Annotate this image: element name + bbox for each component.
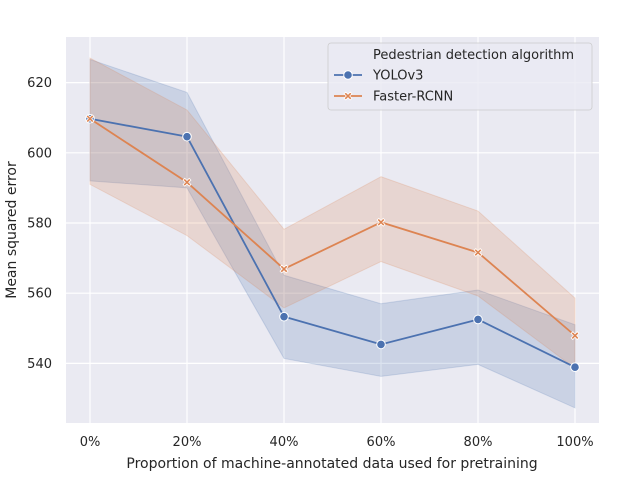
data-point-faster-rcnn [85,114,95,124]
ci-band-yolov3 [89,58,576,409]
x-tick-label: 0% [80,435,101,450]
data-point-yolov3 [279,311,289,322]
data-point-yolov3 [473,314,483,325]
series-line-yolov3 [89,117,576,369]
x-axis-label: Proportion of machine-annotated data use… [126,456,537,472]
y-tick-label: 560 [27,287,52,302]
series-markers [85,113,580,373]
y-tick-label: 540 [27,357,52,372]
x-tick-labels: 0% 20% 40% 60% 80% 100% [80,435,594,450]
data-point-faster-rcnn [473,247,483,257]
legend-swatch-marker [343,91,353,101]
data-point-faster-rcnn [182,177,192,187]
legend-title: Pedestrian detection algorithm [373,48,574,63]
data-point-faster-rcnn [376,217,386,227]
series-line-faster-rcnn [89,117,576,337]
y-tick-label: 580 [27,216,52,231]
y-axis-label: Mean squared error [4,161,20,299]
data-point-yolov3 [570,362,580,373]
x-tick-label: 100% [556,435,593,450]
legend-box [327,42,593,111]
legend-label: YOLOv3 [372,69,423,84]
y-tick-labels: 540 560 580 600 620 [27,76,52,372]
data-point-yolov3 [182,131,192,142]
y-tick-label: 600 [27,146,52,161]
y-tick-label: 620 [27,76,52,91]
x-tick-label: 20% [173,435,202,450]
series-lines [89,117,576,369]
legend-entries: YOLOv3 Faster-RCNN [334,69,453,105]
data-point-yolov3 [376,339,386,350]
data-point-faster-rcnn [279,264,289,274]
legend-swatch-marker [343,70,353,80]
x-tick-label: 80% [464,435,493,450]
data-point-faster-rcnn [570,331,580,341]
legend: Pedestrian detection algorithm YOLOv3 Fas… [327,42,593,111]
x-tick-label: 40% [270,435,299,450]
legend-label: Faster-RCNN [373,90,453,105]
x-tick-label: 60% [367,435,396,450]
